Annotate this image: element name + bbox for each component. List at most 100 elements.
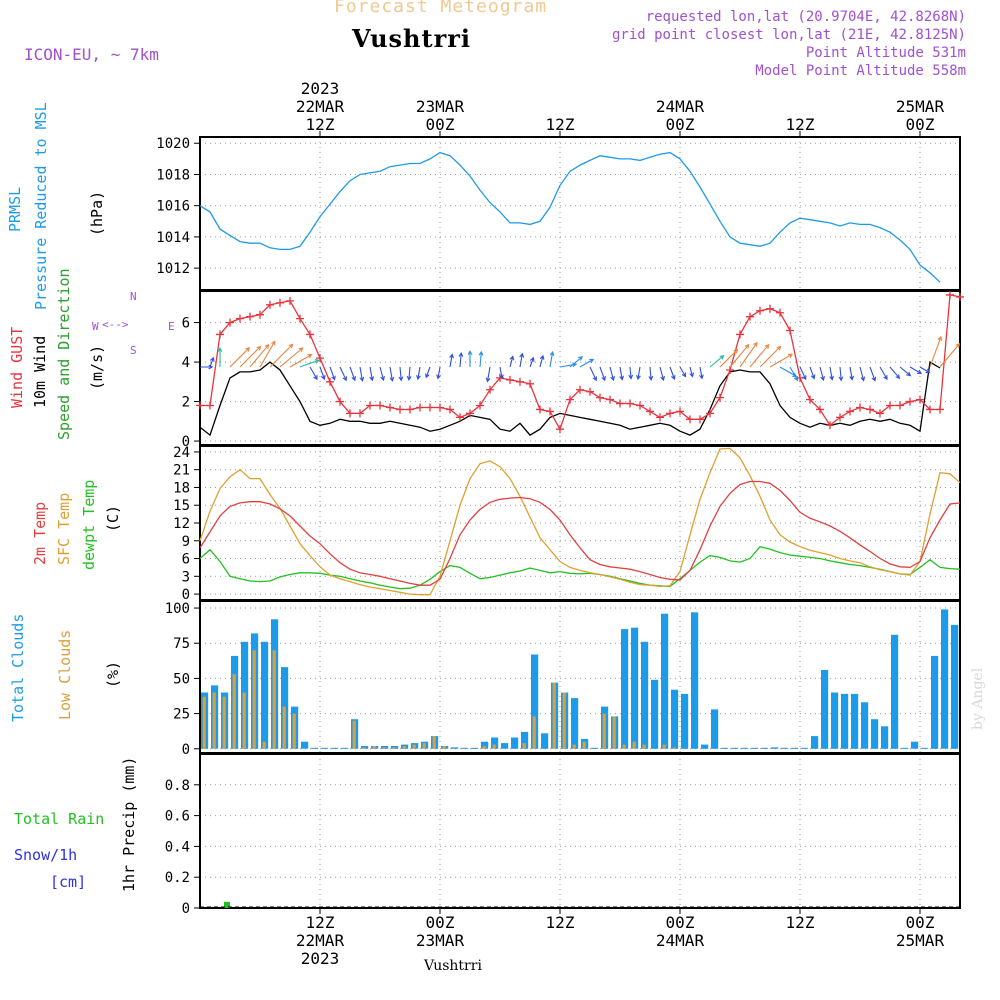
gust-marker (626, 399, 634, 408)
total-cloud-bar (741, 747, 749, 749)
wind-direction-arrow (609, 366, 615, 382)
y-tick-label: 50 (173, 671, 190, 687)
wind-direction-arrow (389, 366, 395, 382)
wind-direction-arrow (349, 366, 356, 382)
wind-direction-arrow (425, 366, 431, 379)
gust-marker (616, 399, 624, 408)
low-cloud-bar (402, 746, 406, 749)
gust-marker (946, 290, 954, 299)
low-cloud-bar (522, 743, 526, 749)
wind-direction-arrow (636, 366, 641, 381)
wind-direction-arrow (709, 354, 725, 368)
y-tick-label: 100 (165, 601, 190, 617)
y-tick-label: 3 (182, 569, 190, 585)
gust-marker (916, 395, 924, 404)
y-tick-label: 9 (182, 534, 190, 550)
gust-marker (376, 401, 384, 410)
gust-marker (226, 318, 234, 327)
gust-marker (836, 413, 844, 422)
time-label-bottom: 12Z (306, 913, 335, 932)
info-gridpoint: grid point closest lon,lat (21E, 42.8125… (611, 27, 966, 43)
y-tick-label: 25 (173, 707, 190, 723)
wind-direction-arrow (569, 356, 583, 368)
prmsl-line (199, 151, 941, 283)
wind-direction-arrow (648, 366, 654, 381)
wind-direction-arrow (406, 366, 412, 381)
y-tick-label: 12 (173, 516, 190, 532)
gust-marker (896, 401, 904, 410)
low-cloud-bar (552, 682, 556, 749)
legend-snow-unit: [cm] (50, 873, 87, 891)
wind-direction-arrow (519, 352, 525, 368)
gust-marker (566, 395, 574, 404)
wind-direction-arrow (809, 366, 816, 380)
low-cloud-bar (372, 746, 376, 749)
total-cloud-bar (521, 731, 529, 749)
time-label-top: 25MAR (896, 97, 945, 116)
gust-marker (516, 377, 524, 386)
low-cloud-bar (582, 741, 586, 749)
total-cloud-bar (771, 747, 779, 749)
total-cloud-bar (701, 744, 709, 749)
compass-arrows: <--> (102, 318, 129, 331)
gust-marker (766, 304, 774, 313)
y-tick-label: 4 (182, 355, 190, 371)
low-cloud-bar (392, 747, 396, 749)
gust-marker (876, 409, 884, 418)
wind-direction-arrow (359, 366, 365, 382)
time-label-top: 12Z (546, 115, 575, 134)
total-cloud-bar (941, 609, 949, 749)
wind-direction-arrow (619, 366, 625, 381)
low-cloud-bar (382, 747, 386, 749)
total-cloud-bar (751, 747, 759, 749)
wind-direction-arrow (779, 366, 798, 377)
gust-marker (396, 405, 404, 414)
wind-direction-arrow (549, 350, 555, 368)
wind-direction-arrow (339, 366, 347, 382)
wind-direction-arrow (269, 343, 294, 368)
total-cloud-bar (311, 747, 319, 749)
wind-direction-arrow (819, 366, 825, 382)
time-label-top: 00Z (906, 115, 935, 134)
wind-direction-arrow (719, 348, 739, 368)
time-label-top: 23MAR (416, 97, 465, 116)
total-cloud-bar (911, 741, 919, 749)
gust-marker (666, 409, 674, 418)
low-cloud-bar (222, 696, 226, 749)
low-cloud-bar (432, 736, 436, 749)
model-label: ICON-EU, ~ 7km (24, 45, 159, 64)
wind-direction-arrow (599, 366, 606, 382)
low-cloud-bar (442, 746, 446, 749)
wind-direction-arrow (669, 366, 676, 381)
y-tick-label: 0 (182, 434, 190, 450)
wind-direction-arrow (229, 346, 251, 368)
wind-direction-arrow (699, 366, 704, 380)
gust-marker (606, 395, 614, 404)
gust-marker (956, 292, 964, 301)
wind-direction-arrow (509, 355, 515, 368)
gust-marker (736, 330, 744, 339)
wind-direction-arrow (869, 366, 877, 382)
wind-direction-arrow (729, 343, 750, 368)
compass-west: W (92, 320, 99, 333)
gust-marker (526, 379, 534, 388)
total-cloud-bar (461, 747, 469, 749)
wind-direction-arrow (529, 356, 535, 368)
low-cloud-bar (262, 741, 266, 749)
total-cloud-bar (791, 747, 799, 749)
gust-marker (816, 405, 824, 414)
gust-marker (576, 385, 584, 394)
total-cloud-bar (661, 613, 669, 749)
time-label-bottom: 22MAR (296, 931, 345, 950)
wind-direction-arrow (449, 353, 455, 368)
gust-marker (246, 312, 254, 321)
gust-marker (466, 409, 474, 418)
gust-marker (416, 403, 424, 412)
gust-marker (446, 405, 454, 414)
wind-direction-arrow (485, 366, 491, 383)
wind-direction-arrow (499, 366, 504, 380)
wind-direction-arrow (799, 366, 807, 381)
time-label-top: 2023 (301, 79, 340, 98)
gust-marker (706, 409, 714, 418)
total-cloud-bar (321, 747, 329, 749)
